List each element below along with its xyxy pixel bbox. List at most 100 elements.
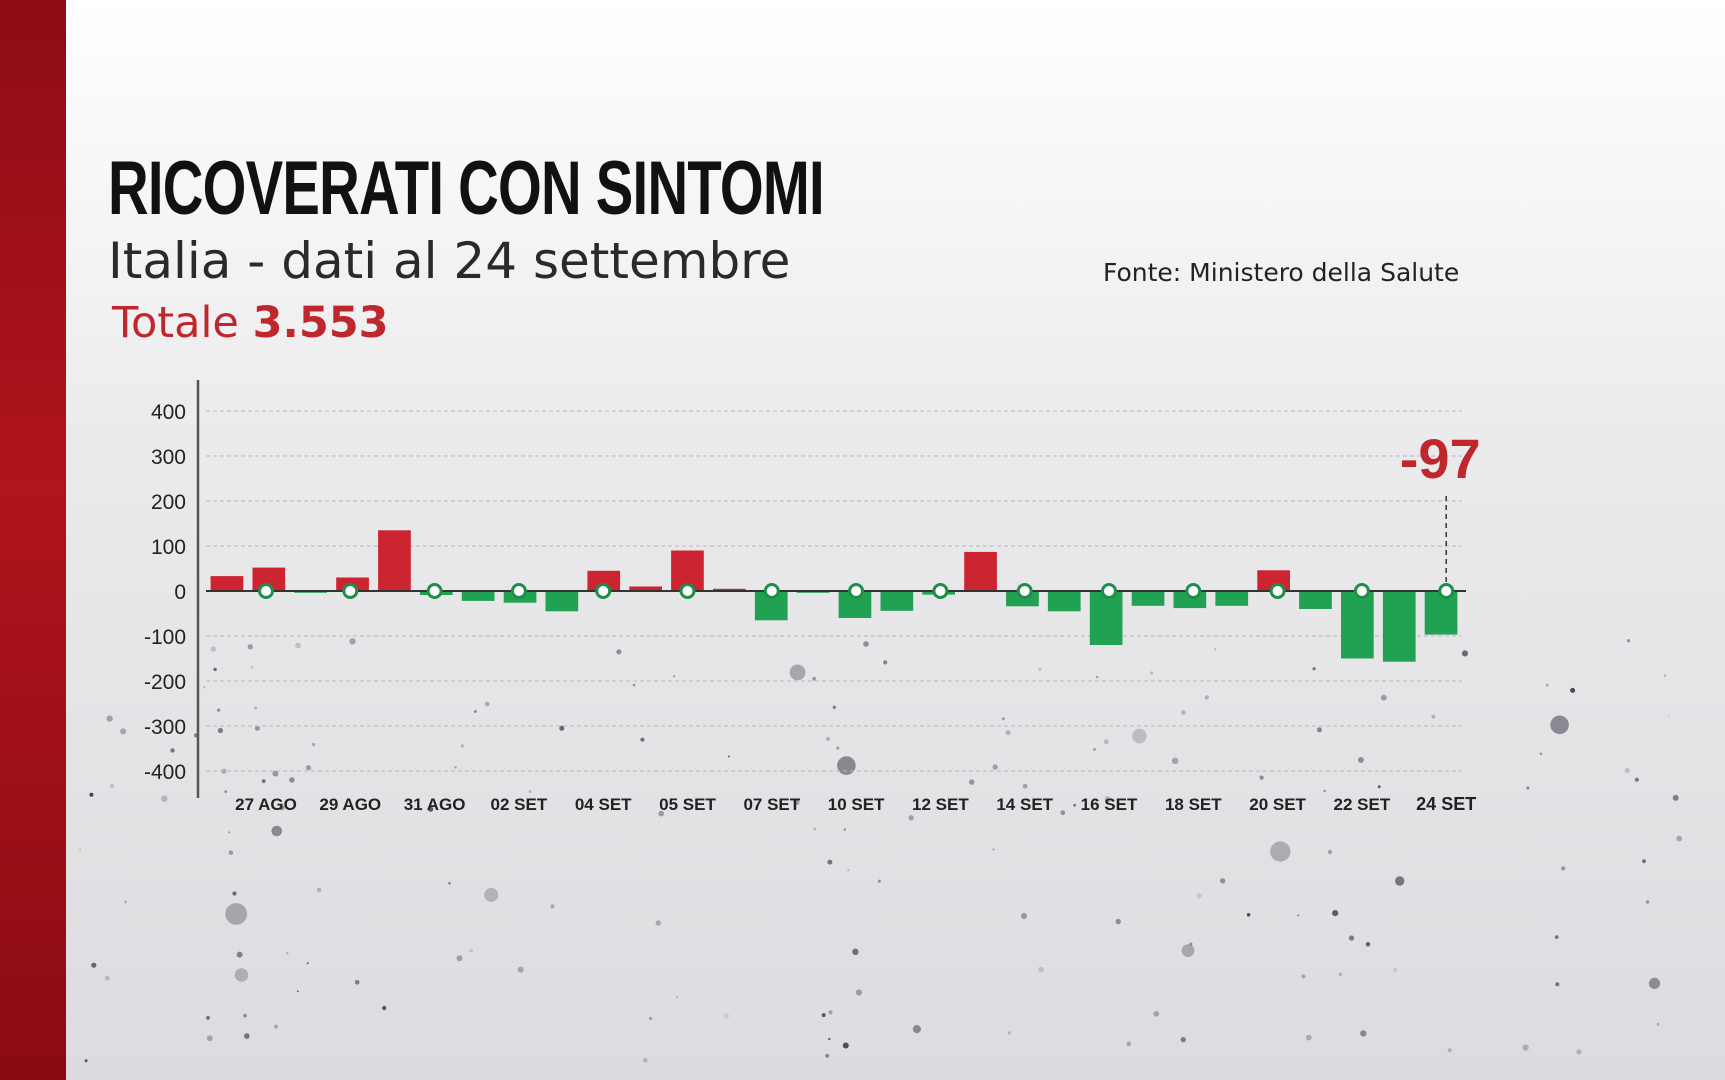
speckle-dot (1561, 866, 1566, 871)
speckle-dot (84, 1059, 88, 1063)
bar (1299, 591, 1332, 609)
speckle-dot (1005, 730, 1011, 736)
speckle-dot (517, 966, 524, 973)
speckle-dot (456, 955, 463, 962)
bar (1215, 591, 1249, 606)
speckle-dot (354, 980, 360, 985)
x-tick-label: 27 AGO (235, 795, 297, 814)
speckle-dot (1392, 967, 1398, 973)
x-tick-label: 05 SET (659, 795, 716, 814)
speckle-dot (1038, 966, 1044, 973)
speckle-dot (1297, 914, 1300, 917)
speckle-dot (992, 764, 998, 770)
speckle-dot (89, 792, 94, 797)
speckle-dot (559, 725, 565, 731)
speckle-dot (296, 990, 299, 993)
speckle-dot (1323, 789, 1326, 793)
bar (210, 576, 244, 591)
speckle-dot (649, 1016, 653, 1021)
bar (378, 530, 411, 592)
speckle-dot (1150, 671, 1154, 675)
speckle-dot (91, 962, 97, 968)
speckle-dot (1550, 715, 1569, 735)
speckle-dot (243, 1013, 247, 1018)
speckle-dot (1103, 739, 1109, 745)
y-tick-label: -300 (144, 716, 186, 739)
speckle-dot (528, 790, 532, 793)
total-line: Totale 3.553 (112, 298, 389, 348)
speckle-dot (1526, 786, 1530, 790)
speckle-dot (1153, 1011, 1160, 1017)
speckle-dot (828, 1010, 833, 1015)
left-red-stripe (0, 0, 66, 1080)
speckle-dot (247, 644, 253, 650)
speckle-dot (289, 777, 295, 783)
date-marker (426, 583, 443, 599)
speckle-dot (236, 951, 243, 958)
speckle-dot (1021, 913, 1027, 919)
speckle-dot (1104, 796, 1111, 803)
speckle-dot (1305, 1034, 1312, 1041)
date-marker (258, 583, 274, 599)
speckle-dot (908, 815, 914, 821)
speckle-dot (306, 962, 309, 965)
speckle-dot (1555, 982, 1560, 987)
speckle-dot (1270, 841, 1291, 862)
speckle-dot (206, 1035, 213, 1042)
speckle-dot (812, 676, 816, 681)
speckle-dot (1301, 974, 1306, 979)
speckle-dot (675, 995, 679, 999)
date-marker (1353, 583, 1370, 599)
speckle-dot (382, 1005, 387, 1011)
speckle-dot (1642, 859, 1646, 864)
bar (1131, 591, 1165, 606)
speckle-dot (642, 1057, 648, 1063)
speckle-dot (484, 887, 499, 902)
speckle-dot (1038, 667, 1042, 671)
bar (713, 588, 746, 592)
speckle-dot (217, 708, 221, 712)
speckle-dot (1377, 785, 1381, 789)
speckle-dot (825, 1053, 830, 1058)
speckle-dot (1327, 849, 1333, 855)
x-tick-label: 12 SET (912, 795, 969, 814)
speckle-dot (1022, 783, 1028, 789)
bar (587, 570, 621, 592)
speckle-dot (273, 1024, 279, 1029)
speckle-dot (1132, 728, 1147, 744)
y-tick-label: -100 (144, 626, 186, 649)
speckle-dot (673, 675, 676, 678)
x-tick-label: 29 AGO (319, 795, 381, 814)
speckle-dot (250, 665, 254, 669)
speckle-dot (254, 706, 257, 710)
speckle-dot (161, 795, 168, 802)
speckle-dot (826, 737, 830, 741)
speckle-dot (883, 660, 888, 665)
speckle-dot (316, 887, 322, 893)
speckle-dot (484, 701, 490, 707)
speckle-dot (821, 1013, 826, 1018)
speckle-dot (1365, 942, 1371, 947)
speckle-dot (969, 779, 975, 785)
y-tick-label: 300 (151, 446, 186, 469)
speckle-dot (1073, 803, 1076, 807)
bar (880, 591, 914, 611)
speckle-dot (1360, 1030, 1367, 1037)
callout-value: -97 (1400, 427, 1481, 490)
bar (1424, 591, 1458, 635)
x-tick-label: 14 SET (996, 795, 1053, 814)
speckle-dot (1180, 1036, 1187, 1043)
speckle-dot (1626, 639, 1631, 643)
speckle-dot (206, 1016, 210, 1020)
speckle-dot (855, 989, 863, 996)
speckle-dot (295, 642, 301, 649)
date-marker (932, 583, 949, 599)
x-tick-label: 16 SET (1081, 795, 1138, 814)
speckle-dot (837, 756, 856, 775)
speckle-dot (1656, 1022, 1660, 1026)
date-marker (1269, 583, 1286, 599)
speckle-dot (1672, 794, 1679, 801)
date-marker (342, 583, 359, 599)
